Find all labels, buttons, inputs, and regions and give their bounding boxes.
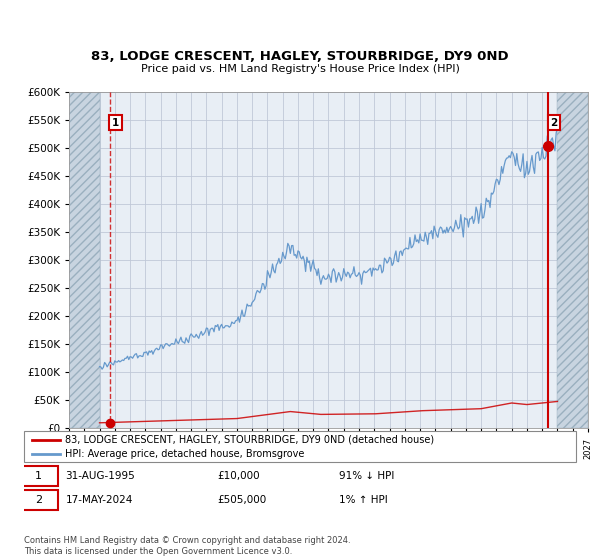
- Text: 83, LODGE CRESCENT, HAGLEY, STOURBRIDGE, DY9 0ND: 83, LODGE CRESCENT, HAGLEY, STOURBRIDGE,…: [91, 50, 509, 63]
- Polygon shape: [69, 92, 100, 428]
- FancyBboxPatch shape: [19, 466, 58, 486]
- Text: Contains HM Land Registry data © Crown copyright and database right 2024.
This d: Contains HM Land Registry data © Crown c…: [24, 536, 350, 556]
- Polygon shape: [557, 92, 588, 428]
- Text: 83, LODGE CRESCENT, HAGLEY, STOURBRIDGE, DY9 0ND (detached house): 83, LODGE CRESCENT, HAGLEY, STOURBRIDGE,…: [65, 435, 434, 445]
- Text: 1: 1: [35, 471, 42, 481]
- Text: HPI: Average price, detached house, Bromsgrove: HPI: Average price, detached house, Brom…: [65, 449, 305, 459]
- Text: 2: 2: [35, 495, 42, 505]
- Text: 31-AUG-1995: 31-AUG-1995: [65, 471, 135, 481]
- Text: 17-MAY-2024: 17-MAY-2024: [65, 495, 133, 505]
- Text: £10,000: £10,000: [217, 471, 260, 481]
- FancyBboxPatch shape: [24, 431, 576, 462]
- Text: 1% ↑ HPI: 1% ↑ HPI: [338, 495, 388, 505]
- Text: 91% ↓ HPI: 91% ↓ HPI: [338, 471, 394, 481]
- Text: 2: 2: [550, 118, 557, 128]
- Text: Price paid vs. HM Land Registry's House Price Index (HPI): Price paid vs. HM Land Registry's House …: [140, 64, 460, 74]
- Text: £505,000: £505,000: [217, 495, 266, 505]
- Text: 1: 1: [112, 118, 119, 128]
- FancyBboxPatch shape: [19, 491, 58, 510]
